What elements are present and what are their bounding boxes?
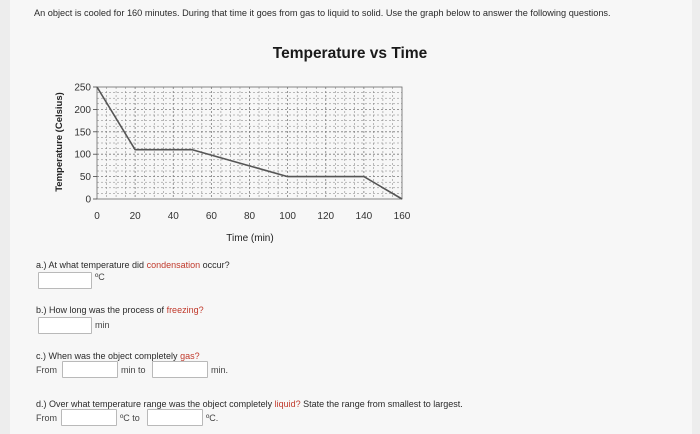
x-tick-label: 0 [94,211,100,222]
x-tick-label: 120 [317,211,334,222]
question-a: a.) At what temperature did condensation… [36,260,230,270]
question-c: c.) When was the object completely gas? [36,351,200,361]
series-line [96,86,403,200]
y-tick-label: 100 [74,150,91,161]
x-tick-label: 40 [168,211,180,222]
x-axis-label: Time (min) [226,233,273,244]
question-d: d.) Over what temperature range was the … [36,399,463,409]
answer-c-end-input[interactable] [152,361,208,378]
answer-a-input[interactable] [38,272,92,289]
question-c-text: c.) When was the object completely [36,351,181,361]
question-a-keyword: condensation [146,260,201,270]
question-d-text: d.) Over what temperature range was the … [36,399,275,409]
question-a-text: a.) At what temperature did [36,260,147,270]
x-tick-label: 160 [394,211,411,222]
y-tick-label: 50 [80,172,92,183]
chart-ticks: 0 50 100 150 200 250 0 20 40 60 80 100 120 140 160 [74,83,410,223]
chart-axes [96,86,403,200]
x-tick-label: 60 [206,211,218,222]
chart-title: Temperature vs Time [272,45,428,62]
y-tick-label: 0 [85,195,91,206]
answer-d-end-label: ºC. [206,413,219,423]
answer-c-mid-label: min to [121,365,146,375]
y-tick-label: 150 [74,127,91,138]
chart-grid [97,87,402,199]
y-tick-label: 250 [74,83,91,94]
answer-c-end-label: min. [211,365,229,375]
question-intro: An object is cooled for 160 minutes. Dur… [34,8,611,18]
chart-series [96,86,403,200]
answer-c-from-label: From [36,365,57,375]
y-tick-label: 200 [74,105,91,116]
x-tick-label: 20 [130,211,142,222]
answer-d-end-input[interactable] [147,409,203,426]
x-tick-label: 100 [279,211,296,222]
y-axis-label: Temperature (Celsius) [54,92,65,192]
answer-a-unit: ºC [95,272,105,282]
question-b: b.) How long was the process of freezing… [36,305,204,315]
answer-b-unit: min [95,320,110,330]
question-a-text-end: occur? [200,260,230,270]
x-tick-label: 140 [356,211,373,222]
question-c-keyword: gas? [180,351,200,361]
question-b-keyword: freezing? [166,305,204,315]
answer-d-mid-label: ºC to [120,413,140,423]
x-tick-label: 80 [244,211,256,222]
question-d-text-end: State the range from smallest to largest… [300,399,463,409]
answer-b-input[interactable] [38,317,92,334]
worksheet [10,0,692,434]
question-d-keyword: liquid? [274,399,301,409]
plot-border [96,86,403,200]
answer-d-from-label: From [36,413,57,423]
answer-c-start-input[interactable] [62,361,118,378]
question-b-text: b.) How long was the process of [36,305,167,315]
answer-d-start-input[interactable] [61,409,117,426]
